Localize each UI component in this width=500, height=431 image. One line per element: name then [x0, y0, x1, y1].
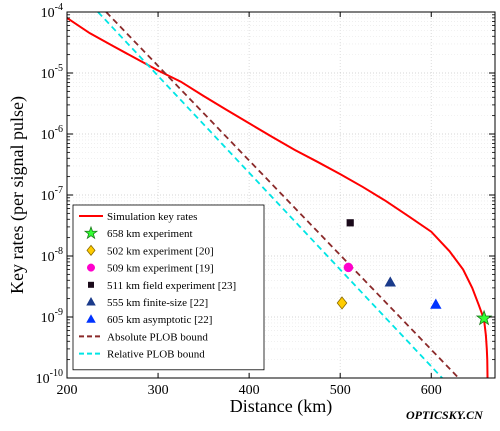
legend-swatch-509-km-experiment-19	[87, 263, 95, 272]
legend-swatch-502-km-experiment-20	[86, 244, 96, 257]
data-point-502-km-experiment-20	[336, 296, 348, 310]
x-tick-label: 500	[330, 383, 351, 398]
legend-label: 658 km experiment	[107, 228, 193, 240]
series-line-relative-plob-bound	[97, 12, 443, 378]
data-point-509-km-experiment-19	[343, 262, 354, 273]
legend-label: Relative PLOB bound	[107, 349, 205, 361]
x-tick-label: 200	[57, 383, 78, 398]
legend-label: 502 km experiment [20]	[107, 245, 214, 257]
watermark: OPTICSKY.CN	[406, 408, 484, 422]
legend-label: 509 km experiment [19]	[107, 263, 214, 275]
legend-swatch-658-km-experiment	[83, 225, 99, 240]
point-layer	[336, 219, 493, 326]
y-tick-label: 10-10	[36, 368, 63, 387]
legend-label: Absolute PLOB bound	[107, 331, 208, 343]
y-axis-title: Key rates (per signal pulse)	[7, 96, 28, 294]
legend-swatch-511-km-field-experiment-23	[88, 281, 94, 288]
y-tick-label: 10-5	[41, 63, 63, 82]
x-tick-label: 300	[148, 383, 169, 398]
legend-label: 555 km finite-size [22]	[107, 297, 208, 309]
data-point-605-km-asymptotic-22	[430, 298, 442, 309]
data-point-658-km-experiment	[475, 309, 493, 326]
data-point-555-km-finite-size-22	[384, 276, 396, 287]
x-axis-title: Distance (km)	[230, 396, 332, 417]
legend-swatch-555-km-finite-size-22	[86, 297, 96, 306]
y-tick-label: 10-8	[41, 246, 63, 265]
x-tick-label: 600	[421, 383, 442, 398]
y-tick-label: 10-4	[41, 2, 63, 21]
y-tick-label: 10-6	[41, 124, 63, 143]
legend-box	[72, 204, 265, 371]
legend-label: 605 km asymptotic [22]	[107, 314, 212, 326]
y-tick-label: 10-9	[41, 307, 63, 326]
legend-swatch-605-km-asymptotic-22	[86, 314, 96, 323]
series-line-absolute-plob-bound	[105, 12, 460, 378]
legend: Simulation key rates 658 km experiment 502…	[72, 204, 265, 371]
y-tick-label: 10-7	[41, 185, 63, 204]
legend-label: Simulation key rates	[107, 211, 197, 223]
x-tick-label: 400	[239, 383, 260, 398]
legend-label: 511 km field experiment [23]	[107, 280, 236, 292]
axes: 200 300 400 500 600 10-10 10-9 10-8 10-7 10-6 10-5…	[36, 2, 495, 398]
data-point-511-km-field-experiment-23	[346, 219, 354, 227]
